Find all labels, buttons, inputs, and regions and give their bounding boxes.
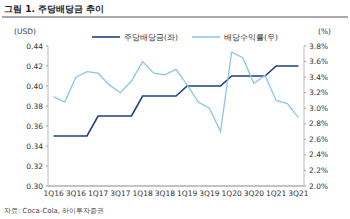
title-rule	[2, 17, 348, 18]
x-tick-label: 1Q16	[43, 189, 63, 198]
y2-tick-label: 3.6%	[309, 57, 328, 66]
y-tick-label: 0.36	[26, 122, 43, 131]
x-tick-label: 3Q21	[288, 189, 308, 198]
y-tick-label: 0.42	[26, 62, 43, 71]
x-tick-label: 1Q19	[177, 189, 197, 198]
y2-tick-label: 3.2%	[309, 88, 328, 97]
x-tick-label: 3Q18	[155, 189, 175, 198]
y2-axis	[304, 46, 305, 186]
y-axis	[48, 46, 49, 186]
y-tick-label: 0.30	[26, 182, 43, 191]
x-axis	[48, 186, 304, 187]
legend-swatch	[92, 36, 120, 38]
chart: 그림 1. 주당배당금 추이 (USD) (%) 0.30 0.32 0.34 0.36 0.…	[0, 0, 350, 219]
x-tick-label: 3Q20	[244, 189, 264, 198]
y-tick-label: 0.38	[26, 102, 43, 111]
x-tick-label: 1Q17	[88, 189, 108, 198]
series-line	[54, 52, 299, 131]
x-tick-label: 1Q21	[266, 189, 286, 198]
x-tick-label: 1Q18	[132, 189, 152, 198]
y-tick-label: 0.40	[26, 82, 43, 91]
y2-tick-label: 2.6%	[309, 135, 328, 144]
y2-tick-label: 2.0%	[309, 182, 328, 191]
y2-tick-label: 3.4%	[309, 73, 328, 82]
y2-tick-label: 2.2%	[309, 166, 328, 175]
legend-swatch	[192, 36, 220, 38]
legend-label: 배당수익률(우)	[224, 33, 278, 42]
y2-tick-label: 3.0%	[309, 104, 328, 113]
y2-tick-label: 2.4%	[309, 150, 328, 159]
y2-axis-label: (%)	[318, 27, 331, 36]
x-tick-label: 3Q17	[110, 189, 130, 198]
x-tick-label: 3Q16	[66, 189, 86, 198]
y-tick-label: 0.44	[26, 42, 43, 51]
y-tick-label: 0.34	[26, 142, 43, 151]
y2-tick-label: 3.8%	[309, 42, 328, 51]
y2-tick-label: 2.8%	[309, 119, 328, 128]
y-tick-label: 0.32	[26, 162, 43, 171]
x-tick-label: 1Q20	[222, 189, 242, 198]
x-tick-label: 3Q19	[199, 189, 219, 198]
y-axis-label: (USD)	[14, 27, 36, 36]
title: 그림 1. 주당배당금 추이	[4, 4, 104, 14]
plot-area	[54, 52, 299, 136]
legend-label: 주당배당금(좌)	[124, 33, 178, 42]
series-line	[54, 66, 299, 136]
source: 자료: Coca-Cola, 하이투자증권	[4, 207, 104, 215]
